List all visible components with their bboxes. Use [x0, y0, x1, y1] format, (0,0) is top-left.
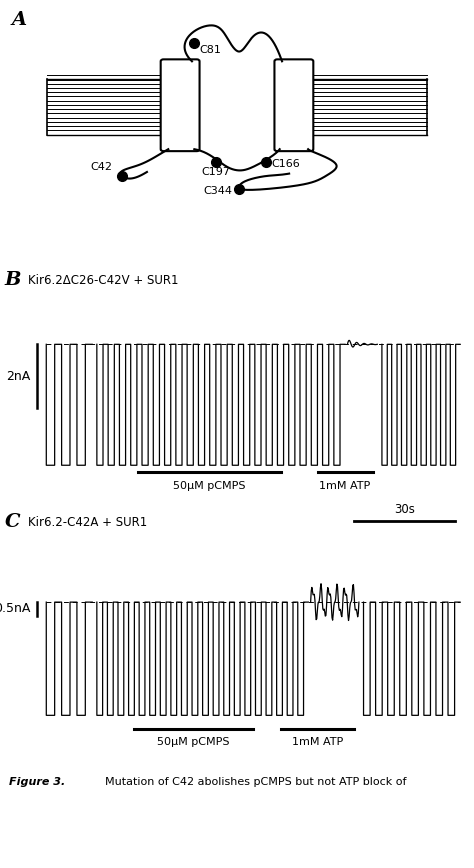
Text: Mutation of C42 abolishes pCMPS but not ATP block of: Mutation of C42 abolishes pCMPS but not …	[91, 778, 407, 787]
Text: 1mM ATP: 1mM ATP	[292, 737, 343, 746]
Text: Figure 3.: Figure 3.	[9, 778, 66, 787]
Text: C344: C344	[204, 186, 233, 196]
Text: Kir6.2-C42A + SUR1: Kir6.2-C42A + SUR1	[28, 516, 147, 529]
Text: C81: C81	[199, 45, 221, 55]
Text: 30s: 30s	[394, 503, 415, 516]
Text: A: A	[12, 11, 27, 29]
Text: C166: C166	[271, 159, 300, 169]
Text: C42: C42	[90, 162, 112, 172]
FancyBboxPatch shape	[274, 59, 313, 151]
Text: Kir6.2ΔC26-C42V + SUR1: Kir6.2ΔC26-C42V + SUR1	[28, 274, 178, 287]
FancyBboxPatch shape	[161, 59, 200, 151]
Text: 0.5nA: 0.5nA	[0, 602, 30, 615]
Text: 2nA: 2nA	[6, 370, 30, 383]
Text: B: B	[5, 271, 21, 289]
Text: 50μM pCMPS: 50μM pCMPS	[173, 481, 246, 491]
Text: C197: C197	[201, 168, 230, 177]
Text: 1mM ATP: 1mM ATP	[319, 481, 371, 491]
Text: 50μM pCMPS: 50μM pCMPS	[157, 737, 229, 746]
Text: C: C	[5, 513, 20, 531]
